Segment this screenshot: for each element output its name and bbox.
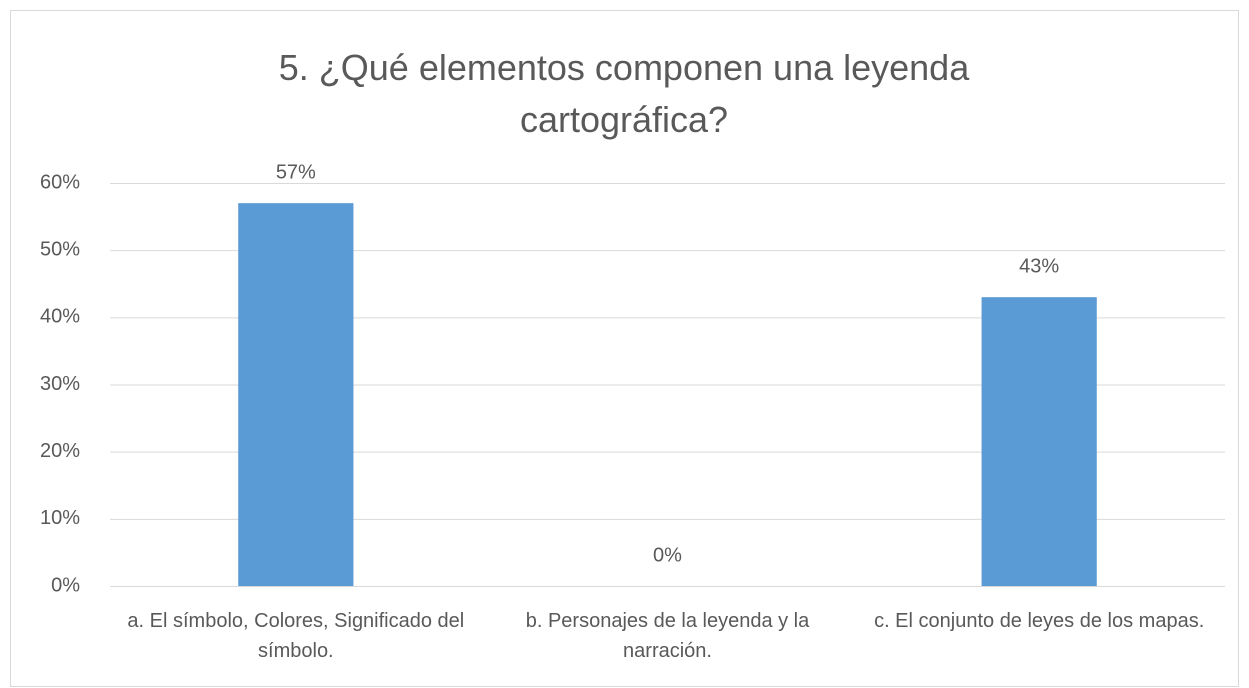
data-label: 57% [276,161,316,183]
y-tick-label: 50% [40,238,80,260]
bar [981,297,1097,586]
y-tick-label: 40% [40,306,80,328]
bar [238,203,354,586]
x-tick-label: b. Personajes de la leyenda y la narraci… [525,610,810,662]
chart-title: 5. ¿Qué elementos componen una leyenda c… [278,47,970,140]
x-tick-label: c. El conjunto de leyes de los mapas. [874,610,1205,632]
data-label: 0% [653,544,682,566]
y-tick-label: 60% [40,171,80,193]
y-tick-label: 0% [51,574,80,596]
y-tick-label: 20% [40,440,80,462]
x-tick-label: a. El símbolo, Colores, Significado del … [127,610,465,662]
y-tick-label: 10% [40,507,80,529]
data-label: 43% [1019,255,1059,277]
y-tick-label: 30% [40,373,80,395]
